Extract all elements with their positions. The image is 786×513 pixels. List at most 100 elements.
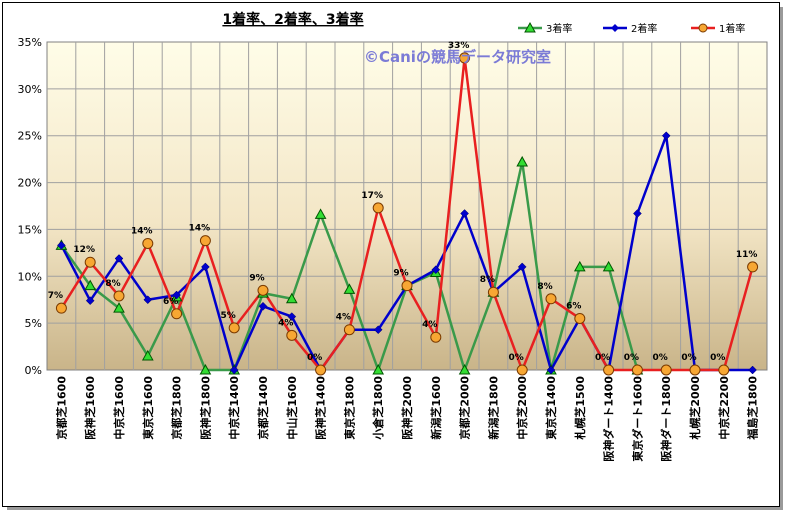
grid	[47, 42, 767, 370]
x-tick-label: 東京ダート1600	[630, 376, 644, 462]
y-tick-label: 10%	[18, 270, 42, 283]
point-2nd	[201, 262, 210, 272]
point-2nd	[172, 290, 181, 300]
point-2nd	[633, 209, 642, 218]
x-tick-label: 新潟芝1800	[486, 376, 500, 440]
data-label: 0%	[681, 353, 696, 363]
point-2nd	[546, 365, 556, 375]
y-tick-label: 5%	[25, 317, 42, 330]
point-2nd	[431, 265, 441, 275]
legend-marker	[524, 21, 536, 33]
watermark: ©Caniの競馬データ研究室	[364, 48, 551, 66]
point-1st	[401, 280, 413, 292]
x-tick-label: 札幌芝1500	[573, 376, 587, 441]
point-1st	[55, 302, 67, 314]
x-tick-label: 京都芝1800	[170, 376, 184, 440]
point-1st	[228, 322, 240, 334]
x-tick-label: 京都芝1600	[54, 376, 68, 440]
point-1st	[603, 364, 615, 376]
data-label: 8%	[537, 282, 552, 292]
point-2nd	[287, 312, 297, 321]
point-2nd	[258, 301, 268, 311]
point-3rd	[199, 363, 212, 375]
x-tick-label: 阪神芝1400	[314, 376, 328, 440]
y-axis: 0% 5% 10% 15% 20% 25% 30% 35%	[18, 36, 42, 377]
point-3rd	[573, 260, 586, 272]
data-label: 12%	[73, 245, 95, 255]
data-label: 6%	[566, 301, 581, 311]
data-label: 33%	[448, 41, 470, 51]
point-2nd	[85, 296, 95, 306]
data-label: 17%	[361, 191, 383, 201]
data-label: 7%	[48, 291, 63, 301]
data-label: 0%	[595, 353, 610, 363]
point-1st	[718, 364, 730, 376]
x-tick-label: 京都芝2000	[458, 376, 472, 440]
point-1st	[747, 261, 759, 273]
point-3rd	[458, 363, 471, 375]
legend-marker	[698, 23, 708, 33]
legend: 3着率 2着率 1着率	[518, 21, 745, 35]
point-1st	[84, 256, 96, 268]
x-axis: 京都芝1600 阪神芝1600 中京芝1600 東京芝1600 京都芝1800 阪神芝18…	[54, 376, 759, 462]
point-1st	[545, 293, 557, 305]
point-1st	[257, 284, 269, 296]
point-3rd	[343, 283, 356, 294]
point-2nd	[143, 295, 153, 305]
point-2nd	[57, 241, 66, 250]
point-1st	[487, 286, 499, 298]
x-tick-label: 東京芝1400	[544, 376, 558, 440]
data-label: 5%	[221, 311, 236, 321]
y-tick-label: 20%	[18, 177, 42, 190]
y-tick-label: 25%	[18, 130, 42, 143]
point-3rd	[602, 260, 615, 272]
x-tick-label: 東京芝1800	[342, 376, 356, 440]
data-label: 0%	[624, 353, 639, 363]
data-label: 4%	[422, 320, 437, 330]
x-tick-label: 阪神芝2000	[400, 376, 414, 440]
point-1st	[631, 364, 643, 376]
data-label: 14%	[131, 226, 153, 236]
series-markers	[55, 52, 759, 376]
point-2nd	[661, 131, 671, 141]
x-tick-label: 中京芝1600	[112, 376, 126, 440]
point-1st	[113, 290, 125, 302]
x-tick-label: 札幌芝2000	[688, 376, 702, 441]
point-3rd	[84, 279, 97, 291]
data-label: 8%	[480, 275, 495, 285]
point-2nd	[460, 209, 469, 218]
point-1st	[171, 308, 183, 320]
y-tick-label: 0%	[25, 364, 42, 377]
point-1st	[516, 364, 528, 376]
point-3rd	[285, 292, 298, 304]
plot-area	[46, 41, 768, 371]
point-1st	[574, 312, 586, 324]
point-1st	[343, 324, 355, 336]
x-tick-label: 京都芝1400	[256, 376, 270, 440]
point-1st	[142, 237, 154, 249]
point-3rd	[113, 302, 125, 313]
point-3rd	[314, 208, 327, 219]
data-label: 0%	[710, 353, 725, 363]
data-label: 14%	[189, 224, 211, 234]
y-tick-label: 35%	[18, 36, 42, 49]
point-1st	[660, 364, 672, 376]
point-1st	[315, 364, 327, 376]
data-label: 8%	[105, 279, 120, 289]
data-label: 9%	[393, 269, 408, 279]
data-label: 6%	[163, 297, 178, 307]
point-2nd	[517, 262, 527, 272]
point-3rd	[141, 349, 154, 361]
data-labels: 7% 12% 8% 14% 6% 14% 5% 9% 4% 0% 4% 17% 9% 4% 33% 8% 0% 8…	[48, 41, 758, 363]
x-tick-label: 中京芝2200	[717, 376, 731, 440]
x-tick-label: 阪神芝1800	[198, 376, 212, 440]
point-1st	[689, 364, 701, 376]
x-tick-label: 中京芝2000	[515, 376, 529, 440]
point-1st	[286, 329, 298, 341]
data-label: 9%	[249, 273, 264, 283]
x-tick-label: 中京芝1400	[227, 376, 241, 440]
x-tick-label: 小倉芝1800	[371, 376, 385, 441]
legend-marker	[611, 24, 619, 32]
y-tick-label: 15%	[18, 223, 42, 236]
